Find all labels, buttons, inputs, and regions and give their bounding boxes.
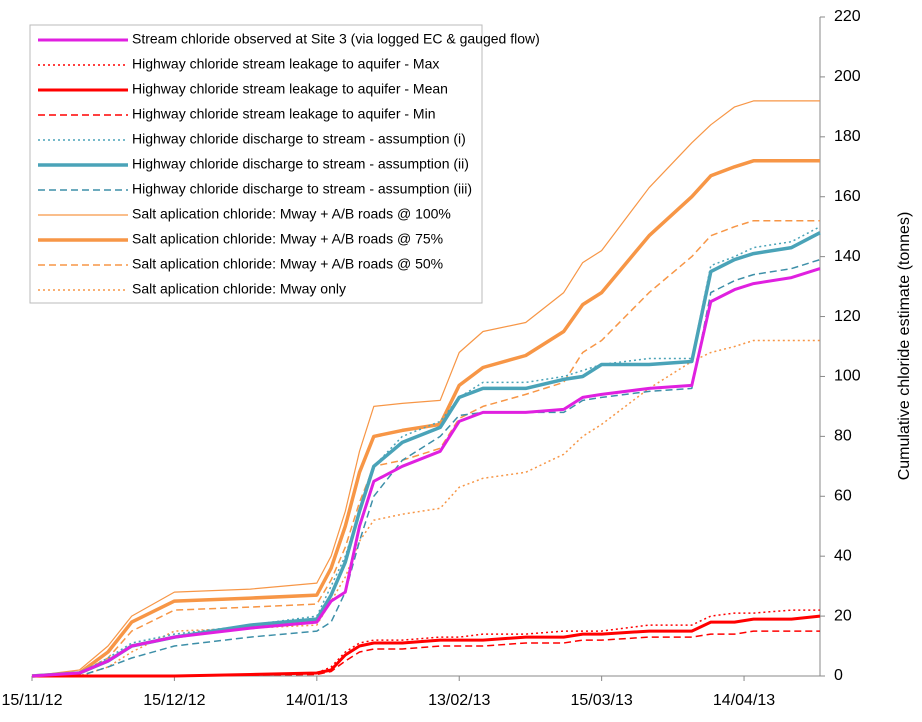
y-tick-label: 220 <box>834 8 861 25</box>
y-tick-label: 40 <box>834 547 852 564</box>
legend-label: Highway chloride stream leakage to aquif… <box>132 106 435 122</box>
y-tick-label: 180 <box>834 128 861 145</box>
series-line <box>31 219 820 677</box>
legend-label: Highway chloride discharge to stream - a… <box>132 156 469 172</box>
series-line <box>31 226 821 677</box>
series-line <box>32 614 821 678</box>
x-tick-label: 15/11/12 <box>1 692 62 709</box>
x-tick-label: 13/02/13 <box>428 692 490 709</box>
x-tick-label: 14/01/13 <box>286 692 348 709</box>
legend-label: Highway chloride discharge to stream - a… <box>132 181 472 197</box>
y-tick-label: 140 <box>834 248 861 265</box>
y-tick-label: 120 <box>834 308 861 325</box>
x-tick-label: 15/12/12 <box>143 692 205 709</box>
legend-label: Salt aplication chloride: Mway only <box>132 281 346 297</box>
x-tick-label: 14/04/13 <box>713 692 775 709</box>
legend-label: Highway chloride discharge to stream - a… <box>132 131 466 147</box>
y-tick-label: 0 <box>834 667 843 684</box>
y-tick-label: 80 <box>834 428 852 445</box>
y-tick-label: 100 <box>834 368 861 385</box>
y-tick-label: 20 <box>834 607 852 624</box>
legend-label: Stream chloride observed at Site 3 (via … <box>132 31 540 47</box>
series-line <box>32 609 820 677</box>
series-line <box>31 159 820 678</box>
legend-label: Highway chloride stream leakage to aquif… <box>132 81 448 97</box>
series-line <box>32 339 820 677</box>
legend-label: Highway chloride stream leakage to aquif… <box>132 56 439 72</box>
legend-label: Salt aplication chloride: Mway + A/B roa… <box>132 231 443 247</box>
plot-area <box>31 16 825 681</box>
legend-label: Salt aplication chloride: Mway + A/B roa… <box>132 206 451 222</box>
y-tick-label: 60 <box>834 487 852 504</box>
series-line <box>31 100 820 677</box>
x-tick-label: 15/03/13 <box>570 692 632 709</box>
y-axis-label: Cumulative chloride estimate (tonnes) <box>896 212 913 481</box>
legend-label: Salt aplication chloride: Mway + A/B roa… <box>132 256 443 272</box>
y-tick-label: 160 <box>834 188 861 205</box>
series-line <box>32 258 821 677</box>
series-line <box>31 267 821 678</box>
y-tick-label: 200 <box>834 68 861 85</box>
